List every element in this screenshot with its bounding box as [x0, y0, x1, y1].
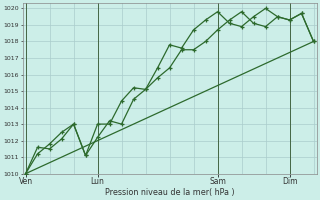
X-axis label: Pression niveau de la mer( hPa ): Pression niveau de la mer( hPa ): [105, 188, 234, 197]
